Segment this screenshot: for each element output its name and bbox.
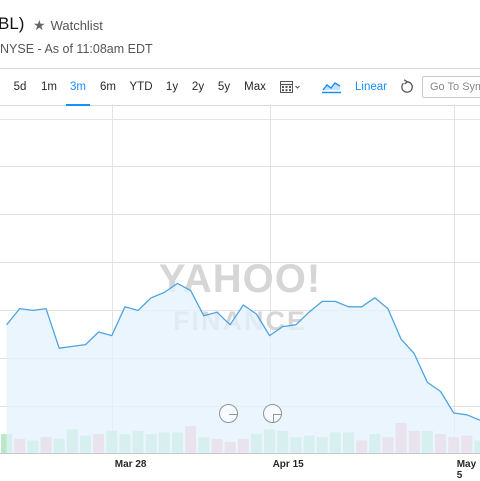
quote-header: BL) ★ Watchlist NYSE - As of 11:08am EDT [0,0,480,62]
price-chart[interactable]: YAHOO! FINANCE Mar 28 Apr 15 May 5 [0,104,480,481]
volume-bar [1,434,13,453]
watchlist-label: Watchlist [50,18,103,33]
range-6m[interactable]: 6m [100,81,116,93]
range-3m[interactable]: 3m [66,69,90,106]
chart-type-button[interactable] [322,69,342,105]
price-line [6,282,480,421]
symbol-search-input[interactable] [422,76,480,98]
range-2y[interactable]: 2y [191,81,205,93]
exchange-timestamp: NYSE - As of 11:08am EDT [0,42,153,56]
range-ytd[interactable]: YTD [129,81,153,93]
reset-button[interactable] [399,69,415,105]
range-5d[interactable]: 5d [13,81,27,93]
x-tick-label: Mar 28 [114,459,147,470]
chart-toolbar: 5d 1m 3m 6m YTD 1y 2y 5y Max Linear [0,68,480,106]
scale-toggle[interactable]: Linear [355,81,387,93]
range-1y[interactable]: 1y [165,81,179,93]
zoom-out-button[interactable] [219,404,238,423]
range-max[interactable]: Max [244,81,266,93]
calendar-icon [280,81,300,93]
price-area-fill [6,283,480,453]
x-tick-label: Apr 15 [272,459,304,470]
range-5y[interactable]: 5y [217,81,231,93]
line-chart-icon [322,82,341,94]
x-tick-label: May 5 [456,459,477,481]
ticker-symbol: BL) [0,14,25,33]
calendar-button[interactable] [280,69,302,105]
range-1m[interactable]: 1m [41,81,57,93]
zoom-in-button[interactable] [263,404,282,423]
chart-canvas: YAHOO! FINANCE [0,104,480,454]
watchlist-button[interactable]: ★ Watchlist [33,17,103,34]
star-icon: ★ [33,17,46,33]
reset-icon [401,79,413,93]
